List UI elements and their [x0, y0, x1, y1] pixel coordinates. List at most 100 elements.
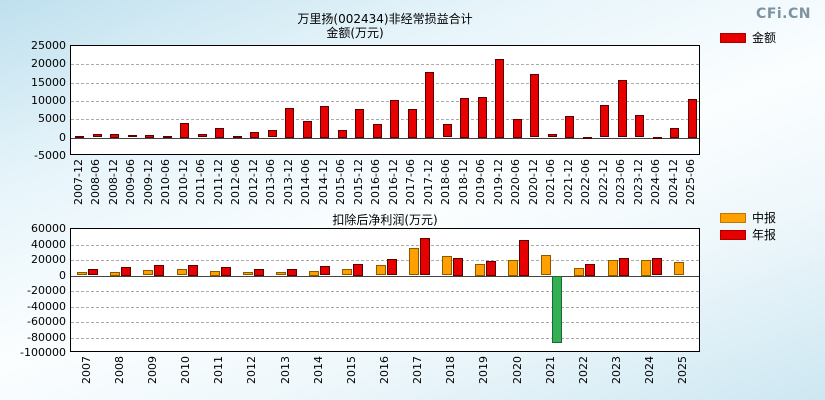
bar — [442, 256, 452, 275]
bottom-chart-legend-mid: 中报 — [720, 209, 776, 226]
bar — [188, 265, 198, 276]
bar — [519, 240, 529, 276]
bar — [552, 276, 562, 343]
bar — [154, 265, 164, 276]
gridline — [71, 64, 699, 65]
bar — [478, 97, 487, 138]
bar — [674, 262, 684, 275]
bottom-chart-legend-annual: 年报 — [720, 226, 776, 243]
bar — [390, 100, 399, 138]
x-axis-tick-label: 2023-06 — [614, 159, 628, 205]
bar — [110, 134, 119, 138]
gridline — [71, 291, 699, 292]
x-axis-tick-label: 2008-06 — [89, 159, 103, 205]
x-axis-tick-label: 2016 — [378, 356, 391, 384]
legend-swatch-mid-report — [720, 212, 746, 223]
y-axis-tick-label: 10000 — [31, 94, 66, 107]
y-axis-tick-label: 5000 — [38, 112, 66, 126]
gridline — [71, 101, 699, 102]
x-axis-tick-label: 2016-06 — [369, 159, 383, 205]
y-axis-tick-label: 60000 — [31, 222, 66, 235]
x-axis-tick-label: 2011-06 — [194, 159, 208, 205]
x-axis-tick-label: 2021-12 — [561, 159, 575, 205]
bar — [635, 115, 644, 137]
bar — [145, 135, 154, 138]
x-axis-tick-label: 2024-12 — [666, 159, 680, 205]
x-axis-tick-label: 2019-06 — [474, 159, 488, 205]
bar — [287, 269, 297, 276]
bar — [353, 264, 363, 276]
bar — [303, 121, 312, 138]
x-axis-tick-label: 2024 — [643, 356, 657, 384]
x-axis-tick-label: 2019-12 — [491, 159, 505, 205]
x-axis-tick-label: 2018 — [444, 356, 458, 384]
x-axis-tick-label: 2007-12 — [71, 159, 85, 205]
bar — [548, 134, 557, 137]
bar — [670, 128, 679, 138]
gridline — [71, 83, 699, 84]
top-chart-plot — [70, 45, 700, 155]
x-axis-tick-label: 2014-06 — [299, 159, 313, 205]
bar — [387, 259, 397, 275]
gridline — [71, 322, 699, 323]
bar — [128, 135, 137, 137]
bar — [254, 269, 264, 276]
x-axis-tick-label: 2024-06 — [649, 159, 663, 205]
bar — [198, 134, 207, 137]
cfi-logo: CFi.CN — [756, 6, 811, 22]
bar — [373, 124, 382, 138]
bar — [475, 264, 485, 276]
x-axis-tick-label: 2018-06 — [439, 159, 453, 205]
x-axis-tick-label: 2010-06 — [159, 159, 173, 205]
bar — [513, 119, 522, 138]
zero-gridline — [71, 138, 699, 139]
x-axis-tick-label: 2009 — [145, 356, 159, 384]
x-axis-tick-label: 2023-12 — [631, 159, 645, 205]
x-axis-tick-label: 2017-12 — [421, 159, 435, 205]
bar — [530, 74, 539, 137]
y-axis-tick-label: -5000 — [34, 149, 66, 162]
legend-label-annual-report: 年报 — [752, 228, 777, 242]
bar — [285, 108, 294, 138]
legend-label-amount: 金额 — [752, 31, 777, 45]
x-axis-tick-label: 2011-12 — [211, 159, 225, 205]
gridline — [71, 119, 699, 120]
bar — [565, 116, 574, 138]
y-axis-tick-label: 20000 — [31, 253, 66, 266]
x-axis-tick-label: 2022-06 — [579, 159, 593, 205]
y-axis-tick-label: -100000 — [20, 346, 66, 359]
bar — [425, 72, 434, 138]
y-axis-tick-label: -20000 — [27, 284, 66, 297]
gridline — [71, 307, 699, 308]
bar — [376, 265, 386, 275]
x-axis-tick-label: 2008 — [112, 356, 126, 384]
y-axis-tick-label: -40000 — [27, 299, 66, 313]
x-axis-tick-label: 2020 — [510, 356, 524, 384]
bar — [221, 267, 231, 276]
y-axis-tick-label: 0 — [59, 268, 66, 282]
x-axis-tick-label: 2014 — [311, 356, 325, 384]
bar — [75, 136, 84, 138]
bar — [619, 258, 629, 276]
bar — [574, 268, 584, 276]
x-axis-tick-label: 2020-06 — [509, 159, 523, 205]
x-axis-tick-label: 2016-12 — [386, 159, 400, 205]
x-axis-tick-label: 2015 — [344, 356, 358, 384]
legend-label-mid-report: 中报 — [752, 211, 777, 225]
bar — [243, 272, 253, 275]
y-axis-tick-label: 0 — [59, 130, 66, 144]
bar — [210, 271, 220, 276]
x-axis-tick-label: 2017 — [411, 356, 425, 384]
bar — [320, 266, 330, 275]
x-axis-tick-label: 2011 — [212, 356, 226, 384]
bar — [77, 272, 87, 275]
bar — [268, 130, 277, 137]
bar — [121, 267, 131, 276]
x-axis-tick-label: 2015-12 — [351, 159, 365, 205]
bar — [88, 269, 98, 275]
bar — [180, 123, 189, 138]
x-axis-tick-label: 2022-12 — [596, 159, 610, 205]
bar — [215, 128, 224, 138]
bar — [276, 272, 286, 275]
